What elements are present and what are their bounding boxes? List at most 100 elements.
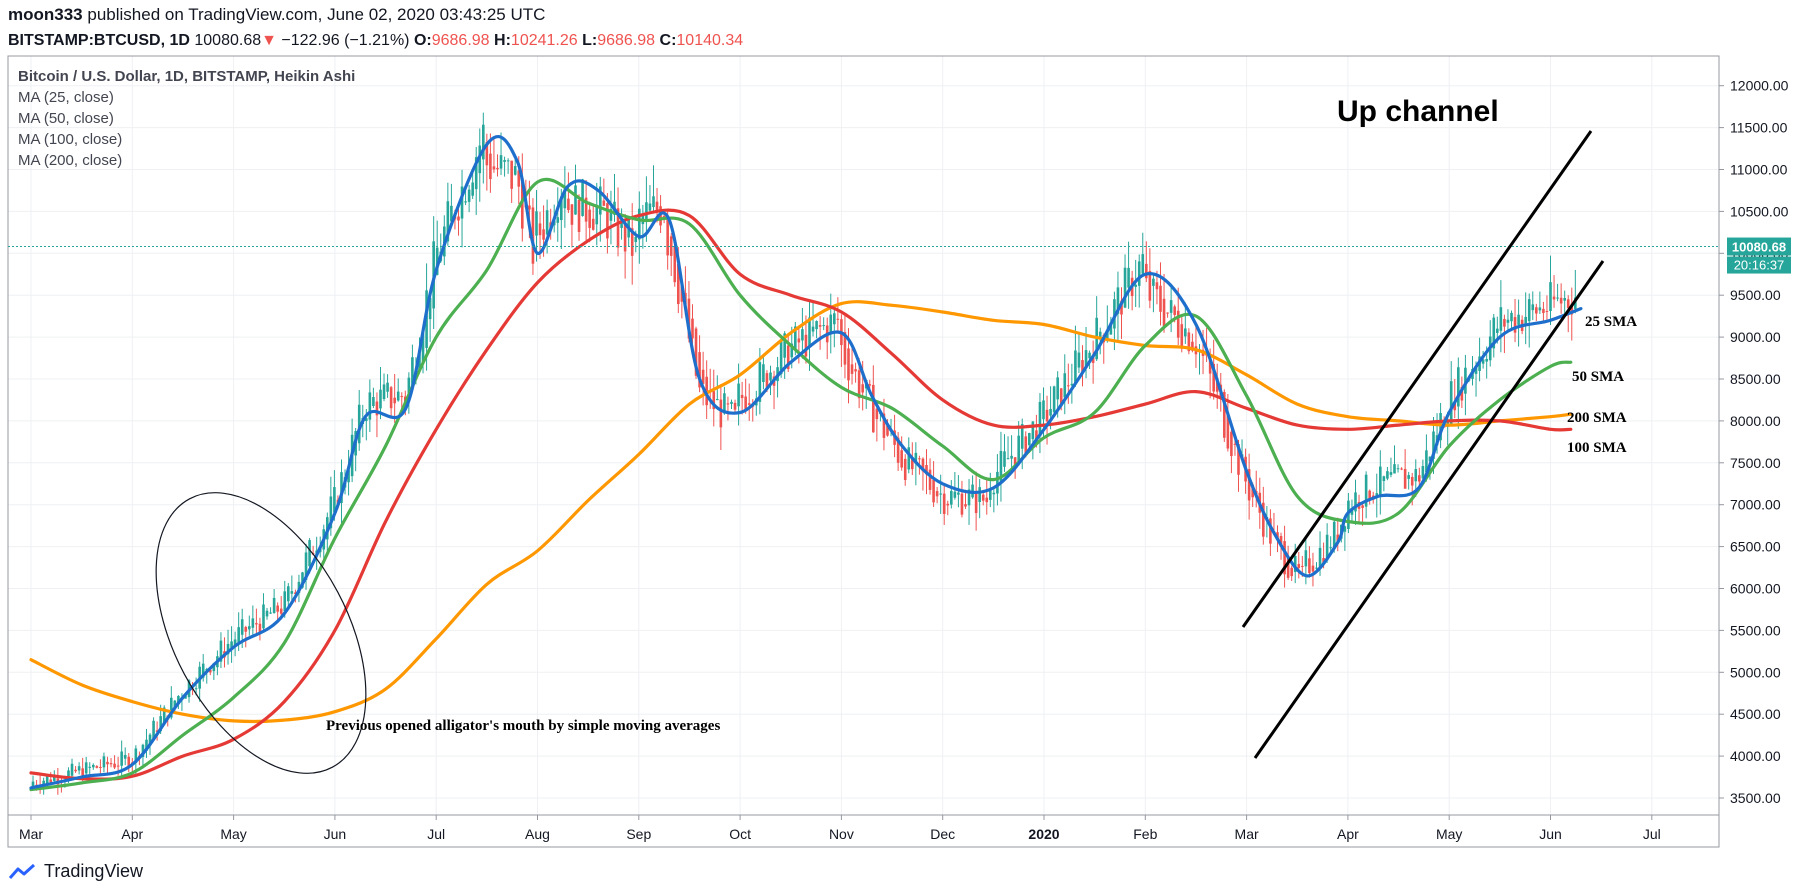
candle-body xyxy=(1191,341,1194,351)
candle-body xyxy=(733,402,737,410)
candle-body xyxy=(116,765,120,767)
user-drawings: Up channel 25 SMA 50 SMA 200 SMA 100 SMA… xyxy=(155,95,1637,774)
candle-body xyxy=(1148,271,1152,301)
x-tick-label: Sep xyxy=(626,826,651,842)
candle-body xyxy=(1045,409,1049,422)
candle-body xyxy=(209,669,212,673)
candle-body xyxy=(1297,563,1301,568)
candle-body xyxy=(1230,431,1233,457)
candle-body xyxy=(953,491,957,498)
candle-body xyxy=(797,338,801,343)
candle-body xyxy=(1325,534,1329,561)
candle-body xyxy=(301,572,304,588)
candle-body xyxy=(630,228,634,256)
candle-body xyxy=(265,610,269,617)
candle-body xyxy=(1077,352,1081,368)
candle-body xyxy=(1457,367,1460,407)
low-label: L: xyxy=(582,32,598,49)
high-value: 10241.26 xyxy=(510,32,578,49)
candle-body xyxy=(1308,558,1311,573)
candle-body xyxy=(279,608,283,614)
candle-body xyxy=(1485,358,1488,362)
candle-body xyxy=(248,626,251,630)
candle-body xyxy=(347,469,350,483)
candle-body xyxy=(932,479,935,503)
candle-body xyxy=(1226,414,1230,449)
candle-body xyxy=(560,196,563,221)
candle-body xyxy=(1449,381,1453,425)
channel-upper-line xyxy=(1241,130,1593,628)
candle-body xyxy=(457,216,460,221)
price-axis[interactable]: 3500.00 4000.00 4500.00 5000.00 5500.00 6000.… xyxy=(1719,78,1789,806)
candle-body xyxy=(1184,328,1187,337)
candle-body xyxy=(854,369,857,372)
x-tick-label: Mar xyxy=(1235,826,1259,842)
brand-name[interactable]: TradingView xyxy=(44,861,144,881)
x-tick-label: Apr xyxy=(121,826,143,842)
candle-body xyxy=(1549,282,1552,312)
candle-body xyxy=(396,391,400,401)
legend-ma-100[interactable]: MA (100, close) xyxy=(18,131,122,148)
candle-body xyxy=(492,166,496,170)
candle-body xyxy=(152,720,155,740)
candle-body xyxy=(1017,435,1020,462)
candle-body xyxy=(212,663,216,672)
candle-body xyxy=(648,203,652,211)
candle-body xyxy=(669,236,673,256)
candle-body xyxy=(567,198,570,211)
candle-body xyxy=(77,766,81,771)
candle-body xyxy=(240,619,244,635)
candle-body xyxy=(471,182,474,196)
candle-body xyxy=(1474,368,1478,374)
candle-body xyxy=(1024,436,1028,455)
candle-body xyxy=(340,472,343,504)
candle-body xyxy=(989,488,992,500)
publish-info: moon333 published on TradingView.com, Ju… xyxy=(8,4,1788,26)
candle-body xyxy=(1237,443,1240,475)
candle-body xyxy=(375,401,379,416)
candle-body xyxy=(719,399,723,428)
candle-body xyxy=(829,314,833,334)
candle-body xyxy=(918,458,921,460)
candle-body xyxy=(88,766,92,768)
candle-body xyxy=(1233,443,1237,445)
candle-body xyxy=(1052,386,1056,413)
candle-body xyxy=(467,189,471,202)
candle-body xyxy=(698,352,701,388)
y-tick-label: 9500.00 xyxy=(1730,287,1781,303)
candle-body xyxy=(822,325,825,327)
price-badge: 10080.68 20:16:37 xyxy=(1727,237,1791,274)
candle-body xyxy=(393,397,396,404)
candle-body xyxy=(599,186,602,215)
candle-body xyxy=(219,640,223,662)
candle-body xyxy=(506,160,510,162)
candle-body xyxy=(446,201,450,242)
candle-body xyxy=(1187,332,1191,352)
candle-body xyxy=(389,387,393,409)
candle-body xyxy=(1386,471,1389,479)
y-tick-label: 12000.00 xyxy=(1730,78,1789,94)
moving-averages xyxy=(29,135,1583,792)
candle-body xyxy=(872,384,875,433)
candle-body xyxy=(333,487,336,513)
candle-body xyxy=(141,744,145,758)
legend-ma-25[interactable]: MA (25, close) xyxy=(18,89,114,106)
candle-body xyxy=(162,707,166,724)
candle-body xyxy=(868,384,872,386)
legend-ma-50[interactable]: MA (50, close) xyxy=(18,110,114,127)
close-value: 10140.34 xyxy=(676,32,744,49)
candle-body xyxy=(294,592,297,594)
legend-ma-200[interactable]: MA (200, close) xyxy=(18,152,122,169)
candle-body xyxy=(673,246,677,283)
candle-body xyxy=(1013,457,1017,467)
candle-body xyxy=(1279,536,1283,547)
candle-body xyxy=(645,202,648,220)
tradingview-logo-icon[interactable] xyxy=(8,862,38,882)
time-axis[interactable]: Mar Apr May Jun Jul Aug Sep Oct Nov Dec 2020 Feb Mar… xyxy=(19,815,1661,842)
candle-body xyxy=(808,317,811,346)
candle-body xyxy=(801,329,804,341)
candle-body xyxy=(70,763,74,776)
publisher-name[interactable]: moon333 xyxy=(8,5,83,24)
candle-body xyxy=(950,490,953,505)
